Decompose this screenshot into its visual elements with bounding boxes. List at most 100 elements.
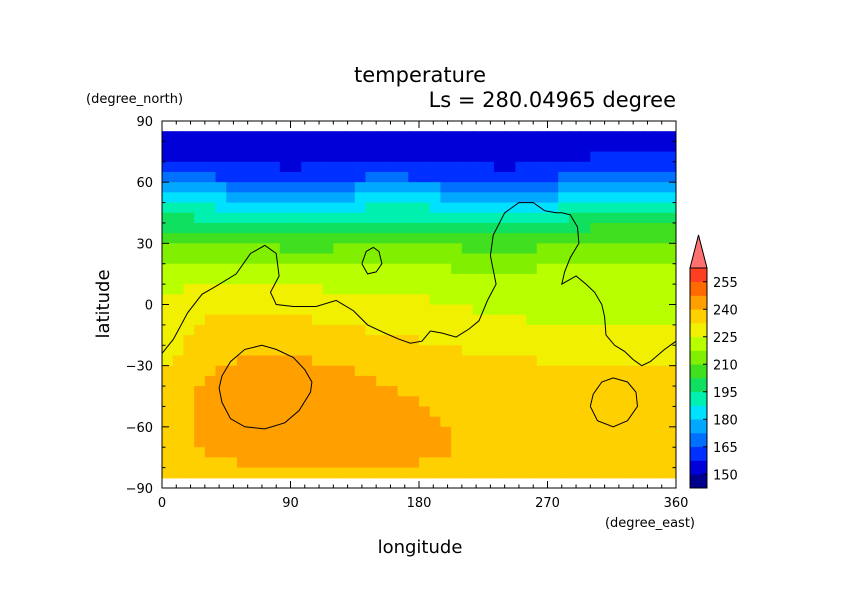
field-cell <box>579 233 591 244</box>
field-cell <box>568 151 581 163</box>
field-cell <box>247 386 259 397</box>
field-cell <box>515 273 527 285</box>
field-cell <box>472 182 484 193</box>
field-cell <box>590 294 602 306</box>
field-cell <box>590 365 602 377</box>
colorbar-band <box>690 364 707 379</box>
field-cell <box>376 304 388 316</box>
field-cell <box>236 314 249 326</box>
field-cell <box>301 182 313 193</box>
field-cell <box>226 273 238 285</box>
field-cell <box>344 375 356 387</box>
field-cell <box>215 222 227 234</box>
field-cell <box>590 151 602 163</box>
field-cell <box>654 355 666 367</box>
field-cell <box>654 426 666 438</box>
field-cell <box>322 365 334 377</box>
field-cell <box>333 141 345 153</box>
field-cell <box>440 437 452 448</box>
field-cell <box>611 335 624 346</box>
field-cell <box>579 284 591 295</box>
colorbar-band <box>690 281 707 296</box>
field-cell <box>451 253 463 265</box>
field-cell <box>633 457 645 469</box>
field-cell <box>269 416 281 428</box>
field-cell <box>472 202 484 214</box>
field-cell <box>226 324 238 336</box>
field-cell <box>483 151 495 163</box>
field-cell <box>643 416 656 428</box>
field-cell <box>601 212 613 224</box>
field-cell <box>301 161 313 173</box>
field-cell <box>311 416 324 428</box>
field-cell <box>344 151 356 163</box>
field-cell <box>568 355 581 367</box>
field-cell <box>322 284 334 295</box>
field-cell <box>451 171 463 183</box>
field-cell <box>440 233 452 244</box>
field-cell <box>579 253 591 265</box>
field-cell <box>461 141 474 153</box>
field-cell <box>526 386 538 397</box>
field-cell <box>429 304 442 316</box>
field-cell <box>429 182 442 193</box>
y-axis-label: latitude <box>93 269 114 338</box>
field-cell <box>633 304 645 316</box>
field-cell <box>376 365 388 377</box>
field-cell <box>643 437 656 448</box>
field-cell <box>215 304 227 316</box>
field-cell <box>183 457 195 469</box>
colorbar-band <box>690 446 707 461</box>
y-tick-label: 0 <box>145 299 153 314</box>
field-cell <box>322 192 334 204</box>
field-cell <box>247 141 259 153</box>
field-cell <box>386 192 399 204</box>
field-cell <box>269 212 281 224</box>
field-cell <box>333 324 345 336</box>
field-cell <box>344 324 356 336</box>
field-cell <box>311 182 324 193</box>
field-cell <box>601 243 613 255</box>
field-cell <box>376 202 388 214</box>
field-cell <box>633 161 645 173</box>
field-cell <box>419 273 431 285</box>
field-cell <box>601 192 613 204</box>
field-cell <box>311 386 324 397</box>
field-cell <box>440 243 452 255</box>
field-cell <box>354 396 367 408</box>
field-cell <box>622 131 634 142</box>
field-cell <box>601 161 613 173</box>
field-cell <box>579 182 591 193</box>
field-cell <box>215 437 227 448</box>
field-cell <box>311 406 324 418</box>
field-cell <box>419 161 431 173</box>
field-cell <box>194 375 206 387</box>
field-cell <box>643 355 656 367</box>
field-cell <box>290 141 302 153</box>
field-cell <box>483 375 495 387</box>
field-cell <box>344 304 356 316</box>
field-cell <box>579 457 591 469</box>
field-cell <box>461 386 474 397</box>
field-cell <box>333 457 345 469</box>
field-cell <box>172 131 185 142</box>
field-cell <box>622 294 634 306</box>
field-cell <box>194 426 206 438</box>
field-cell <box>311 171 324 183</box>
field-cell <box>172 192 185 204</box>
field-cell <box>376 467 388 479</box>
field-cell <box>247 304 259 316</box>
field-cell <box>601 284 613 295</box>
field-cell <box>365 263 377 275</box>
field-cell <box>590 416 602 428</box>
field-cell <box>547 161 559 173</box>
field-cell <box>622 324 634 336</box>
field-cell <box>204 212 217 224</box>
field-cell <box>622 467 634 479</box>
field-cell <box>654 304 666 316</box>
field-cell <box>279 365 292 377</box>
field-cell <box>397 437 409 448</box>
field-cell <box>204 131 217 142</box>
field-cell <box>665 171 676 183</box>
field-cell <box>547 294 559 306</box>
